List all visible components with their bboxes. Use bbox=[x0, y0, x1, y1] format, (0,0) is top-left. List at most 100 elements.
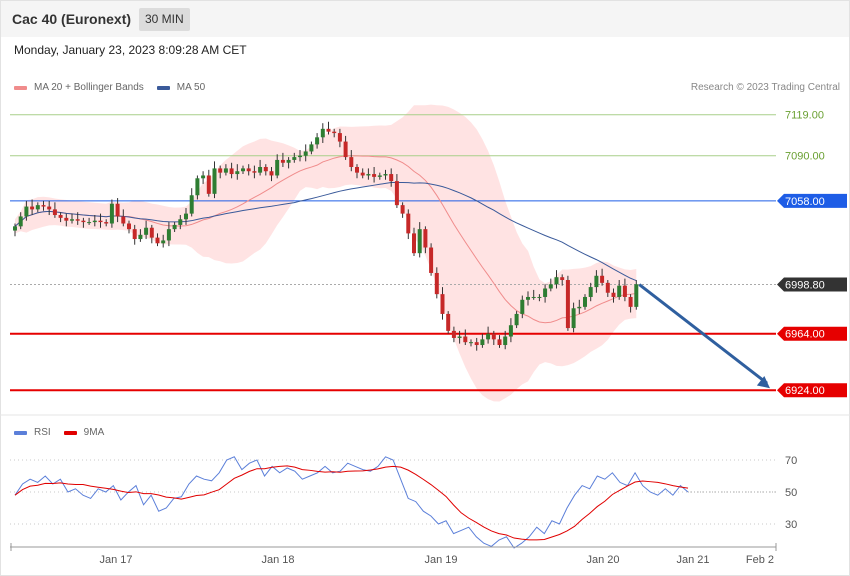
candle-body-20 bbox=[127, 223, 131, 230]
bollinger-band bbox=[15, 104, 637, 402]
candle-body-34 bbox=[206, 175, 211, 194]
candle-body-100 bbox=[583, 296, 587, 307]
candle-body-78 bbox=[457, 336, 462, 338]
candle-body-4 bbox=[35, 205, 40, 210]
candle-body-101 bbox=[588, 287, 593, 297]
ma20-legend-label: MA 20 + Bollinger Bands bbox=[34, 82, 144, 93]
candle-body-27 bbox=[166, 229, 171, 241]
candle-body-2 bbox=[24, 206, 29, 217]
candles bbox=[13, 121, 639, 351]
timeframe-badge[interactable]: 30 MIN bbox=[139, 8, 190, 31]
ma20-legend-swatch bbox=[14, 85, 27, 90]
level-label-bg-4 bbox=[777, 326, 847, 341]
candle-body-81 bbox=[474, 342, 479, 346]
candle-body-14 bbox=[92, 220, 97, 223]
price-legend: MA 20 + Bollinger Bands MA 50 bbox=[14, 82, 205, 93]
rsi-ma-legend-swatch bbox=[63, 430, 77, 435]
candle-body-95 bbox=[554, 277, 559, 285]
candle-body-85 bbox=[497, 339, 502, 346]
candle-body-107 bbox=[622, 285, 627, 297]
candle-body-38 bbox=[229, 168, 234, 175]
candle-body-49 bbox=[292, 157, 297, 160]
candle-body-40 bbox=[241, 168, 245, 172]
candle-body-46 bbox=[275, 159, 280, 176]
ma50-legend-swatch bbox=[156, 85, 170, 90]
rsi-tick-label-1: 50 bbox=[785, 487, 797, 499]
candle-body-12 bbox=[81, 220, 86, 223]
candle-body-24 bbox=[149, 227, 154, 238]
candle-body-18 bbox=[115, 203, 120, 217]
candle-body-0 bbox=[13, 226, 17, 231]
candle-body-29 bbox=[178, 219, 183, 225]
candle-body-108 bbox=[628, 296, 633, 307]
candle-body-35 bbox=[212, 168, 217, 194]
candle-body-37 bbox=[223, 168, 228, 173]
level-label-text-5: 6924.00 bbox=[785, 385, 825, 397]
rsi-line bbox=[14, 456, 689, 549]
candle-body-79 bbox=[463, 336, 468, 343]
credit-text: Research © 2023 Trading Central bbox=[690, 82, 840, 93]
candle-body-71 bbox=[417, 229, 422, 254]
level-label-0: 7119.00 bbox=[785, 110, 824, 122]
candle-body-84 bbox=[491, 333, 496, 340]
level-label-text-0: 7119.00 bbox=[785, 110, 824, 122]
candle-body-61 bbox=[360, 172, 365, 176]
candle-body-75 bbox=[440, 294, 445, 314]
candle-body-54 bbox=[320, 128, 325, 138]
candle-body-76 bbox=[446, 313, 451, 331]
candle-body-36 bbox=[218, 168, 223, 173]
candle-body-94 bbox=[548, 284, 553, 289]
candle-body-104 bbox=[605, 282, 610, 293]
candle-body-9 bbox=[64, 217, 69, 221]
level-label-text-1: 7090.00 bbox=[785, 151, 825, 163]
candle-body-103 bbox=[600, 275, 605, 283]
candle-body-52 bbox=[309, 144, 314, 152]
rsi-ma-line bbox=[14, 465, 689, 541]
candle-body-69 bbox=[406, 213, 411, 234]
candle-body-88 bbox=[514, 313, 519, 326]
ma50-legend-label: MA 50 bbox=[176, 82, 206, 93]
level-label-1: 7090.00 bbox=[785, 151, 825, 163]
instrument-title: Cac 40 (Euronext) bbox=[12, 11, 132, 27]
x-tick-label-3: Jan 20 bbox=[586, 554, 619, 566]
forecast-arrow-head bbox=[756, 376, 770, 389]
candle-body-90 bbox=[526, 296, 530, 300]
candle-body-31 bbox=[189, 195, 194, 214]
candle-body-97 bbox=[565, 280, 570, 329]
candle-body-56 bbox=[332, 131, 337, 134]
candle-body-99 bbox=[577, 306, 582, 309]
candle-body-26 bbox=[161, 240, 166, 244]
candle-body-98 bbox=[571, 308, 576, 329]
candle-body-91 bbox=[531, 296, 536, 298]
candle-body-55 bbox=[326, 128, 331, 132]
candle-body-41 bbox=[246, 168, 251, 172]
x-tick-label-0: Jan 17 bbox=[99, 554, 132, 566]
candle-body-64 bbox=[377, 175, 382, 177]
rsi-tick-label-2: 30 bbox=[785, 519, 797, 531]
rsi-legend-swatch bbox=[14, 430, 27, 435]
ma50-line bbox=[14, 181, 637, 282]
candle-body-93 bbox=[543, 288, 548, 297]
timestamp: Monday, January 23, 2023 8:09:28 AM CET bbox=[14, 43, 247, 57]
candle-body-44 bbox=[263, 166, 268, 172]
x-tick-label-5: Feb 2 bbox=[746, 554, 774, 566]
candle-body-62 bbox=[366, 174, 371, 176]
candle-body-74 bbox=[434, 272, 439, 295]
candle-body-83 bbox=[486, 333, 491, 340]
candle-body-89 bbox=[520, 299, 525, 314]
candle-body-25 bbox=[155, 237, 160, 244]
candle-body-6 bbox=[47, 206, 52, 210]
level-label-2: 7058.00 bbox=[777, 193, 847, 208]
candle-body-59 bbox=[349, 157, 354, 167]
level-label-3: 6998.80 bbox=[777, 277, 847, 292]
candle-body-102 bbox=[594, 275, 599, 288]
rsi-ma-legend-label: 9MA bbox=[83, 427, 105, 438]
x-tick-label-1: Jan 18 bbox=[261, 554, 294, 566]
candle-body-82 bbox=[480, 339, 485, 346]
candle-body-50 bbox=[298, 155, 302, 158]
candle-body-8 bbox=[58, 215, 63, 218]
candle-body-16 bbox=[104, 222, 109, 224]
candle-body-70 bbox=[412, 233, 416, 254]
candle-body-28 bbox=[172, 224, 177, 230]
